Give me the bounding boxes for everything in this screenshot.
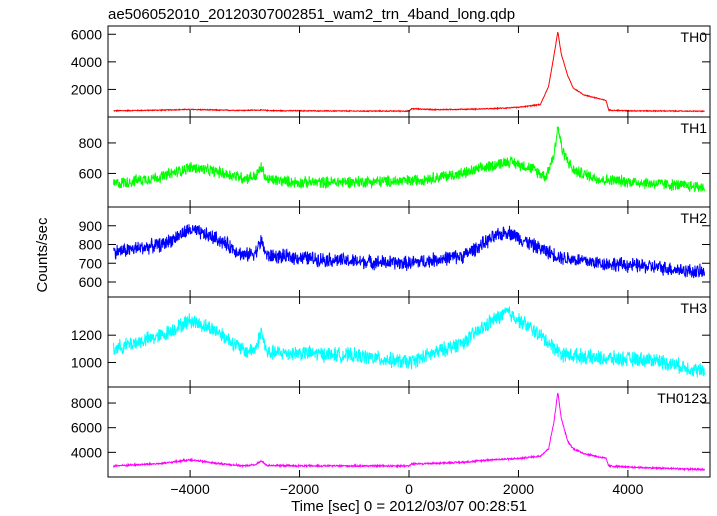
y-axis-label: Counts/sec xyxy=(34,217,51,293)
panel-th1: 600 800 TH1 xyxy=(79,116,711,208)
series-line-th3 xyxy=(113,306,705,378)
y-tick-label: 900 xyxy=(79,218,103,234)
panel-frame xyxy=(107,296,711,388)
y-tick-label: 1000 xyxy=(71,354,102,370)
y-tick-label: 1200 xyxy=(71,327,102,343)
y-tick-label: 600 xyxy=(79,274,103,290)
series-line-th2 xyxy=(113,224,705,279)
panel-th3: 1000 1200 TH3 xyxy=(71,296,711,388)
y-tick-label: 6000 xyxy=(71,420,102,436)
x-tick-label: 0 xyxy=(405,481,413,497)
x-tick-label: 2000 xyxy=(503,481,534,497)
series-line-th0 xyxy=(113,31,705,113)
y-tick-label: 4000 xyxy=(71,54,102,70)
y-tick-label: 8000 xyxy=(71,395,102,411)
panel-frame xyxy=(107,25,711,118)
chart-title: ae506052010_20120307002851_wam2_trn_4ban… xyxy=(108,6,515,23)
panel-th0123: 4000 6000 8000 TH0123 xyxy=(71,386,711,478)
x-axis-label: Time [sec] 0 = 2012/03/07 00:28:51 xyxy=(291,498,527,515)
panel-label: TH0123 xyxy=(657,390,707,406)
panel-th0: 2000 4000 6000 TH0 xyxy=(71,25,711,118)
x-tick-labels: −4000 −2000 0 2000 4000 xyxy=(170,481,643,497)
panel-label: TH0 xyxy=(681,29,708,45)
y-tick-label: 6000 xyxy=(71,26,102,42)
panel-label: TH2 xyxy=(681,210,708,226)
x-tick-label: −4000 xyxy=(170,481,210,497)
panel-frame xyxy=(107,386,711,478)
panel-th2: 600 700 800 900 TH2 xyxy=(79,206,711,298)
y-tick-label: 800 xyxy=(79,135,103,151)
y-tick-label: 4000 xyxy=(71,444,102,460)
series-line-th0123 xyxy=(113,392,705,472)
series-line-th1 xyxy=(113,126,705,193)
y-tick-label: 700 xyxy=(79,255,103,271)
panel-label: TH3 xyxy=(681,300,708,316)
y-tick-label: 2000 xyxy=(71,81,102,97)
y-tick-label: 600 xyxy=(79,165,103,181)
x-tick-label: −2000 xyxy=(280,481,320,497)
panels: 2000 4000 6000 TH0 600 800 TH1 600 700 800 900 TH2 1… xyxy=(71,25,711,497)
panel-label: TH1 xyxy=(681,120,708,136)
panel-frame xyxy=(107,116,711,208)
x-tick-label: 4000 xyxy=(612,481,643,497)
y-tick-label: 800 xyxy=(79,237,103,253)
panel-frame xyxy=(107,206,711,298)
